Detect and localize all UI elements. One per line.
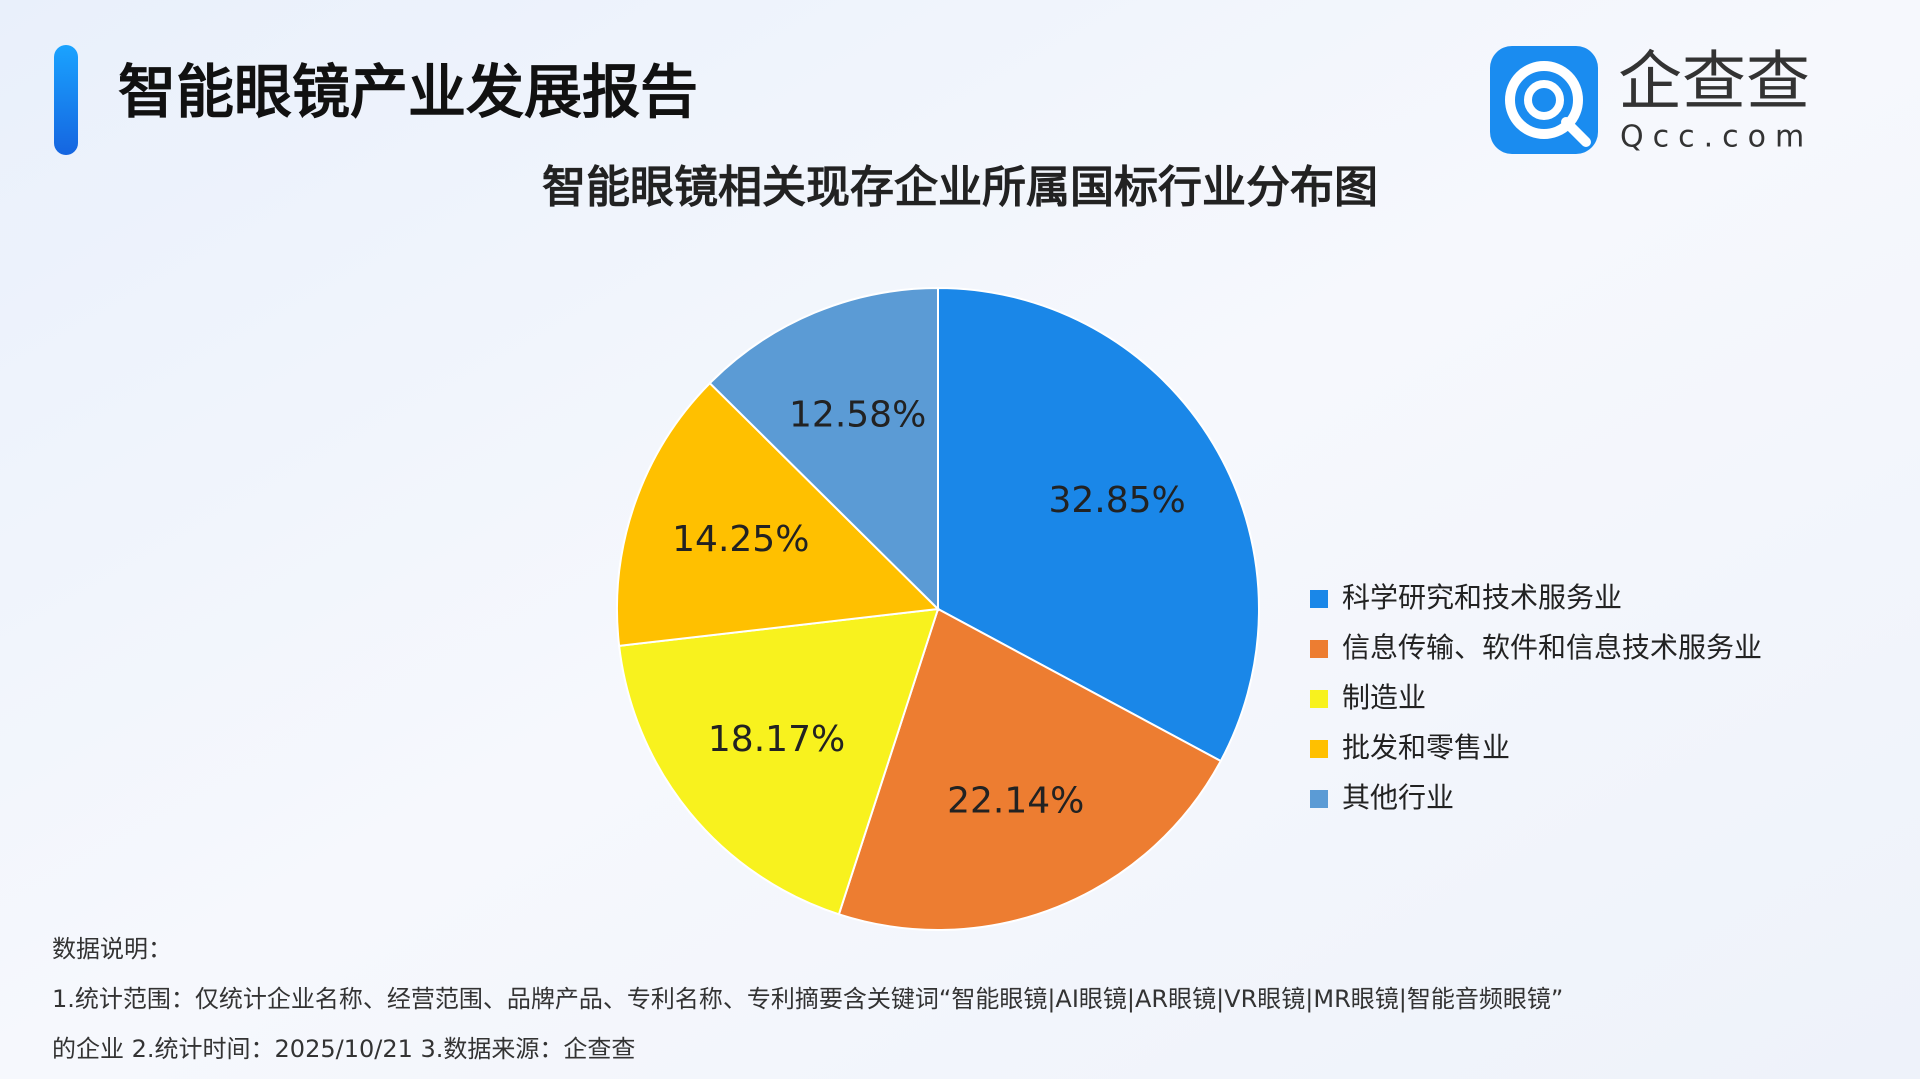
logo: 企查查 Qcc.com bbox=[1490, 46, 1813, 155]
pie-slice bbox=[618, 607, 940, 916]
legend-label: 制造业 bbox=[1342, 681, 1426, 714]
data-label: 14.25% bbox=[672, 519, 809, 560]
logo-inner bbox=[1524, 80, 1564, 120]
data-label: 12.58% bbox=[789, 394, 926, 435]
notes-heading: 数据说明： bbox=[52, 935, 172, 963]
legend-label: 其他行业 bbox=[1342, 781, 1454, 814]
notes-line: 的企业 2.统计时间：2025/10/21 3.数据来源：企查查 bbox=[52, 1035, 635, 1063]
legend-label: 科学研究和技术服务业 bbox=[1342, 581, 1622, 614]
legend-swatch bbox=[1310, 740, 1328, 758]
legend-swatch bbox=[1310, 640, 1328, 658]
data-label: 32.85% bbox=[1048, 480, 1185, 521]
logo-domain: Qcc.com bbox=[1620, 120, 1813, 155]
data-label: 22.14% bbox=[947, 781, 1084, 822]
legend-swatch bbox=[1310, 790, 1328, 808]
notes-line: 1.统计范围：仅统计企业名称、经营范围、品牌产品、专利名称、专利摘要含关键词“智… bbox=[52, 985, 1563, 1013]
legend-label: 批发和零售业 bbox=[1342, 731, 1510, 764]
pie: 32.85% 22.14% 18.17% 14.25% 12.58% 科学研究和技术服务业… bbox=[616, 286, 1762, 931]
logo-name: 企查查 bbox=[1618, 46, 1810, 120]
pie-slice bbox=[616, 381, 941, 647]
data-label: 18.17% bbox=[708, 719, 845, 760]
legend-swatch bbox=[1310, 590, 1328, 608]
pie-slice bbox=[837, 607, 1223, 931]
pie-slice bbox=[937, 286, 1260, 763]
pie-slice bbox=[708, 286, 939, 612]
page-title: 智能眼镜产业发展报告 bbox=[118, 58, 698, 126]
logo-tail bbox=[1561, 117, 1591, 147]
legend-swatch bbox=[1310, 690, 1328, 708]
chart-title: 智能眼镜相关现存企业所属国标行业分布图 bbox=[542, 162, 1378, 213]
title-accent bbox=[54, 45, 78, 155]
logo-ring bbox=[1505, 61, 1583, 139]
legend-label: 信息传输、软件和信息技术服务业 bbox=[1342, 631, 1762, 664]
